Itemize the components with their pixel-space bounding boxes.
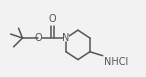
Text: N: N xyxy=(62,33,70,43)
Text: O: O xyxy=(48,14,56,24)
Text: O: O xyxy=(34,32,42,43)
Text: NHCl: NHCl xyxy=(104,57,128,67)
